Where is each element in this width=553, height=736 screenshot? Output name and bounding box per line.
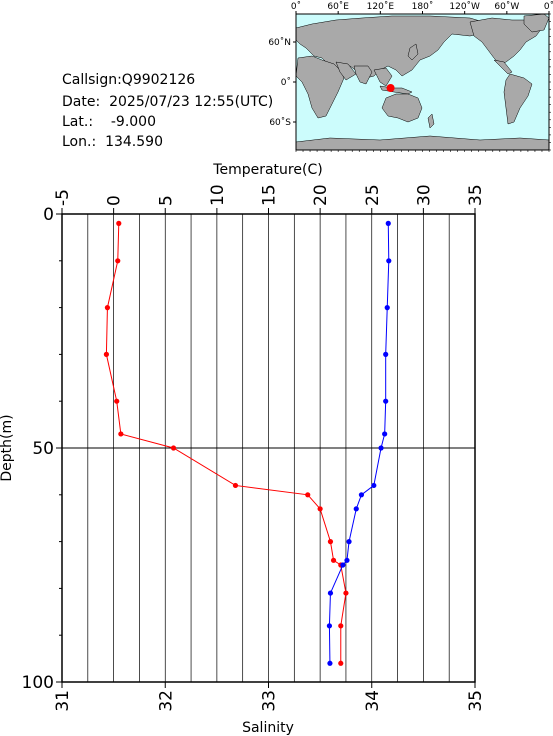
map-longitude-tick-label: 60˚E (327, 1, 349, 12)
depth-axis-title: Depth(m) (0, 414, 15, 481)
data-point-temperature (344, 557, 350, 563)
land-australia (381, 93, 423, 123)
map-longitude-tick-label: 180˚ (412, 1, 434, 12)
map-longitude-tick-label: 0˚ (544, 1, 553, 12)
data-point-salinity (103, 351, 109, 357)
series-line-temperature (328, 223, 390, 664)
data-point-salinity (317, 506, 323, 512)
longitude-label: Lon.: (62, 134, 97, 150)
data-point-temperature (358, 492, 365, 498)
land-arabia (335, 61, 357, 81)
data-point-salinity (118, 431, 124, 437)
chart-grid (62, 214, 475, 682)
data-point-salinity (116, 220, 122, 226)
land-north-america (469, 17, 543, 65)
map-latitude-tick-label: 60˚N (268, 37, 291, 48)
data-point-salinity (330, 557, 337, 563)
series-line-salinity (105, 223, 347, 664)
latitude-value: -9.000 (110, 114, 156, 130)
map-landmasses (295, 13, 550, 151)
profile-series (103, 220, 392, 666)
temperature-axis-title: Temperature(C) (212, 162, 322, 178)
depth-tick-label: 50 (32, 439, 54, 459)
depth-axis: 0 50 100 (22, 205, 62, 693)
data-point-temperature (371, 482, 377, 489)
longitude-line: Lon.: 134.590 (62, 134, 163, 150)
data-point-temperature (346, 539, 352, 545)
data-point-salinity (170, 445, 177, 451)
data-point-salinity (305, 492, 311, 498)
location-map: 0˚ 60˚E 120˚E 180˚ 120˚W 60˚W 0˚ 60˚N 0˚ 60˚S (268, 1, 553, 152)
land-central-america (493, 59, 513, 75)
depth-tick-label: 100 (22, 673, 54, 693)
temperature-tick-label: -5 (53, 189, 73, 206)
latitude-line: Lat.: -9.000 (62, 114, 156, 130)
land-africa (295, 55, 345, 119)
callsign-value: Q9902126 (121, 72, 196, 88)
salinity-tick-label: 32 (156, 690, 176, 712)
data-point-temperature (382, 431, 388, 437)
data-point-temperature (326, 623, 333, 629)
depth-tick-label: 0 (43, 205, 54, 225)
data-point-salinity (232, 482, 239, 489)
temperature-tick-label: 20 (311, 184, 331, 206)
land-india (353, 65, 373, 85)
temperature-tick-label: 10 (208, 184, 228, 206)
temperature-tick-label: 15 (260, 184, 280, 206)
longitude-value: 134.590 (105, 134, 163, 150)
data-point-salinity (338, 660, 344, 666)
data-point-temperature (340, 562, 346, 568)
data-point-salinity (104, 305, 111, 311)
land-japan (407, 43, 419, 61)
temperature-tick-label: 25 (363, 184, 383, 206)
land-south-america (503, 73, 533, 125)
latitude-label: Lat.: (62, 114, 94, 130)
map-longitude-ticks: 0˚ 60˚E 120˚E 180˚ 120˚W 60˚W 0˚ (291, 1, 553, 152)
map-latitude-tick-label: 60˚S (269, 117, 291, 128)
map-longitude-tick-label: 120˚E (367, 1, 395, 12)
callsign-line: Callsign:Q9902126 (62, 72, 195, 88)
data-point-temperature (327, 590, 334, 596)
float-location-marker-icon (386, 84, 395, 92)
salinity-axis: 31 32 33 34 35 (53, 682, 486, 712)
data-point-salinity (343, 590, 349, 596)
data-point-salinity (114, 398, 120, 404)
data-point-temperature (327, 660, 333, 666)
map-longitude-tick-label: 0˚ (291, 1, 301, 12)
salinity-tick-label: 33 (260, 690, 280, 712)
salinity-tick-label: 34 (363, 690, 383, 712)
callsign-label: Callsign: (62, 72, 122, 88)
data-point-salinity (338, 623, 344, 629)
salinity-tick-label: 31 (53, 690, 73, 712)
temperature-tick-label: 35 (466, 184, 486, 206)
salinity-tick-label: 35 (466, 690, 486, 712)
date-label: Date: (62, 94, 101, 110)
data-point-temperature (353, 506, 359, 512)
date-line: Date: 2025/07/23 12:55(UTC) (62, 94, 273, 110)
land-eurasia (295, 15, 491, 79)
map-latitude-ticks: 60˚N 0˚ 60˚S (268, 13, 551, 151)
data-point-temperature (383, 398, 389, 404)
temperature-tick-label: 30 (414, 184, 434, 206)
data-point-temperature (385, 220, 391, 226)
temperature-tick-label: 0 (105, 195, 125, 206)
temperature-tick-label: 5 (156, 195, 176, 206)
data-point-salinity (327, 539, 334, 545)
data-point-temperature (384, 305, 390, 311)
map-longitude-tick-label: 60˚W (494, 1, 519, 12)
land-new-zealand (427, 113, 435, 129)
date-value: 2025/07/23 12:55(UTC) (109, 94, 274, 110)
data-point-salinity (115, 258, 121, 264)
temperature-axis: -5 0 5 10 15 20 25 30 35 (53, 184, 486, 214)
map-longitude-tick-label: 120˚W (449, 1, 480, 12)
map-latitude-tick-label: 0˚ (281, 77, 291, 88)
data-point-temperature (378, 445, 384, 451)
salinity-axis-title: Salinity (242, 720, 294, 736)
data-point-temperature (386, 258, 392, 264)
land-southeast-asia (373, 67, 393, 87)
data-point-temperature (383, 351, 389, 357)
